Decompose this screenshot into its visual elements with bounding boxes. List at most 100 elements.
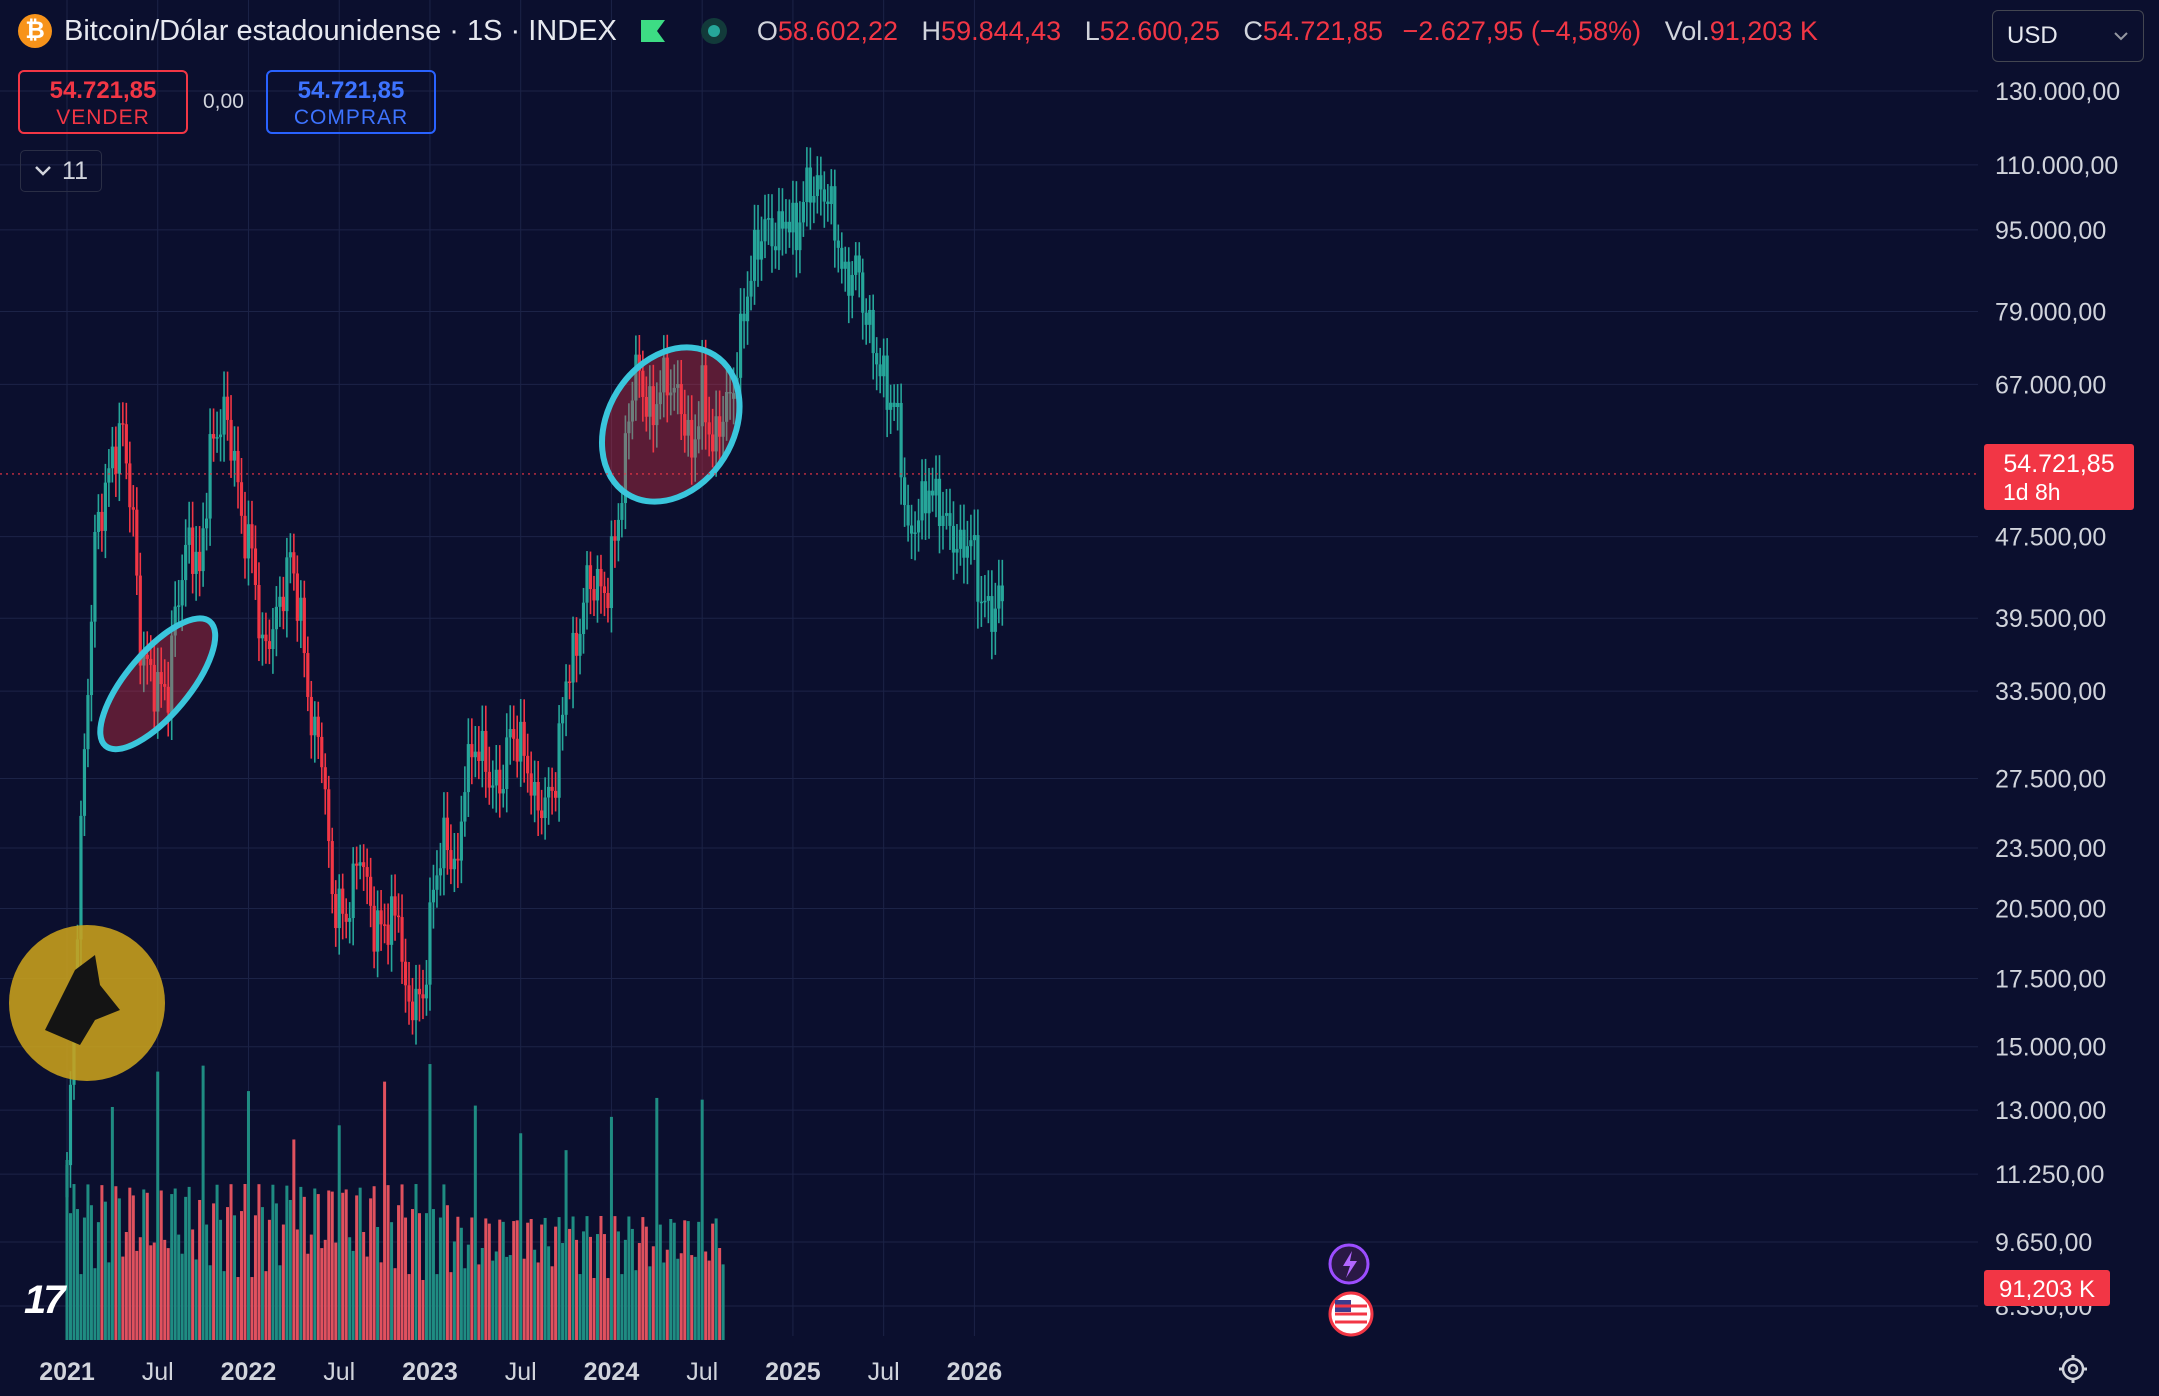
candle-body	[965, 546, 970, 558]
candle-body	[351, 863, 355, 919]
candle-body	[609, 536, 614, 609]
volume-bar	[260, 1207, 264, 1340]
candle-body	[913, 532, 917, 534]
sell-button[interactable]: 54.721,85 VENDER	[18, 70, 188, 134]
candle-body	[135, 509, 139, 576]
volume-bar	[529, 1219, 533, 1340]
buy-button[interactable]: 54.721,85 COMPRAR	[266, 70, 436, 134]
candle-body	[131, 507, 135, 510]
candle-body	[742, 313, 746, 322]
volume-bar	[320, 1248, 324, 1340]
candle-body	[463, 792, 467, 822]
price-tick-label: 27.500,00	[1995, 765, 2106, 793]
volume-bar	[145, 1192, 149, 1340]
candle-body	[707, 422, 711, 435]
candle-body	[627, 421, 631, 434]
candle-body	[962, 529, 966, 558]
flag-icon[interactable]	[639, 18, 667, 44]
volume-bar	[383, 1081, 387, 1340]
volume-bar	[512, 1221, 516, 1340]
volume-bar	[365, 1256, 369, 1340]
candle-body	[121, 423, 125, 425]
candle-body	[850, 274, 854, 296]
volume-bar	[630, 1228, 634, 1340]
volume-bar	[561, 1243, 565, 1340]
candle-body	[756, 229, 760, 260]
candle-body	[225, 396, 230, 420]
buy-price: 54.721,85	[297, 77, 405, 104]
volume-bar	[714, 1218, 718, 1340]
volume-bar	[390, 1222, 394, 1340]
volume-bar	[641, 1217, 645, 1340]
candle-body	[875, 353, 879, 365]
candle-body	[302, 597, 306, 654]
candle-body	[470, 744, 474, 758]
volume-bar	[491, 1260, 495, 1340]
volume-bar	[679, 1253, 683, 1340]
volume-bar	[205, 1224, 209, 1340]
candle-body	[1000, 585, 1004, 602]
volume-bar	[463, 1268, 467, 1340]
candle-body	[246, 524, 251, 559]
volume-bar	[568, 1228, 572, 1340]
candle-body	[993, 608, 997, 632]
candle-body	[878, 364, 882, 377]
volume-bar	[613, 1216, 617, 1340]
candle-body	[271, 629, 275, 650]
candle-body	[152, 664, 156, 712]
volume-bar	[226, 1207, 230, 1340]
candle-body	[557, 723, 561, 798]
candle-body	[505, 737, 509, 790]
candle-body	[218, 434, 223, 438]
candle-body	[944, 513, 949, 516]
price-tick-label: 17.500,00	[1995, 966, 2106, 994]
volume-bar	[68, 1213, 72, 1340]
candle-body	[295, 573, 299, 621]
high-value: 59.844,43	[941, 15, 1062, 46]
candle-body	[355, 863, 359, 866]
volume-bar	[212, 1203, 216, 1340]
currency-select[interactable]: USD	[1992, 10, 2144, 62]
candle-body	[567, 681, 572, 683]
volume-bar	[194, 1259, 198, 1340]
candle-body	[766, 218, 771, 220]
candle-body	[456, 858, 460, 861]
candle-body	[124, 424, 128, 464]
candle-body	[292, 552, 296, 574]
candle-body	[686, 419, 690, 436]
candle-body	[431, 889, 436, 903]
candle-body	[676, 384, 680, 388]
candle-body	[170, 635, 174, 713]
volume-bar	[644, 1226, 648, 1340]
candle-body	[868, 309, 872, 325]
candle-body	[145, 654, 149, 659]
time-tick-label: 2026	[947, 1358, 1003, 1386]
candle-body	[201, 528, 205, 572]
candle-body	[920, 481, 924, 521]
time-tick-label: 2021	[39, 1358, 95, 1386]
candle-body	[941, 515, 945, 527]
candle-body	[892, 402, 896, 408]
volume-bar	[114, 1186, 118, 1340]
volume-bar	[240, 1211, 243, 1340]
price-tick-label: 13.000,00	[1995, 1097, 2106, 1125]
candle-body	[969, 540, 973, 547]
low-value: 52.600,25	[1099, 15, 1220, 46]
candle-body	[840, 247, 844, 269]
candle-body	[323, 767, 327, 790]
tradingview-logo-icon[interactable]: 17	[24, 1278, 65, 1322]
settings-icon[interactable]	[2056, 1352, 2090, 1386]
candle-body	[229, 419, 233, 461]
volume-bar	[292, 1139, 296, 1340]
indicators-toggle[interactable]: 11	[20, 150, 102, 192]
candle-body	[400, 917, 404, 962]
volume-bar	[609, 1116, 613, 1340]
volume-bar	[86, 1184, 90, 1340]
symbol-title[interactable]: Bitcoin/Dólar estadounidense · 1S · INDE…	[64, 14, 617, 47]
candle-body	[445, 817, 450, 851]
sell-label: VENDER	[56, 106, 150, 129]
time-tick-label: Jul	[686, 1358, 718, 1386]
chevron-down-icon	[35, 166, 51, 176]
candle-body	[362, 862, 366, 868]
